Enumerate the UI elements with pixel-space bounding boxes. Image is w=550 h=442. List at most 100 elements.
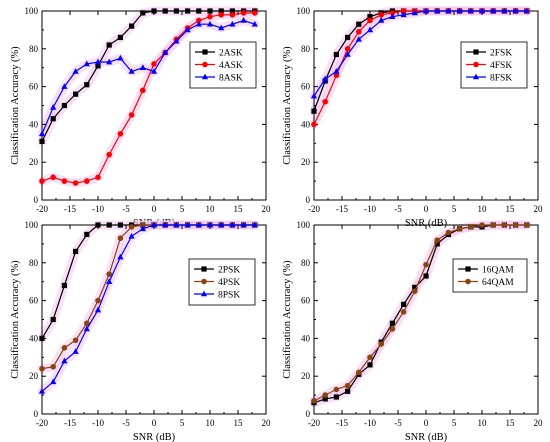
data-point	[389, 10, 396, 16]
x-tick-label: 0	[424, 204, 429, 214]
data-point	[400, 11, 407, 18]
data-point	[240, 221, 247, 228]
x-tick-label: 15	[234, 418, 244, 428]
data-point	[367, 354, 373, 361]
data-point	[84, 320, 90, 327]
data-point	[84, 178, 90, 184]
legend-marker	[200, 290, 208, 297]
data-point	[456, 7, 463, 14]
x-tick-label: -10	[364, 204, 376, 214]
data-point	[106, 58, 113, 65]
data-point	[333, 394, 339, 400]
data-point	[423, 273, 429, 279]
y-tick-label: 0	[306, 195, 311, 205]
data-point	[173, 8, 179, 14]
data-point	[106, 278, 113, 284]
data-point	[434, 7, 441, 14]
series-line	[41, 19, 255, 135]
data-point	[322, 396, 328, 402]
data-point	[322, 392, 329, 398]
legend: 2ASK 4ASK 8ASK	[189, 41, 257, 89]
y-axis-title: Classification Accuracy (%)	[10, 46, 21, 165]
data-point	[61, 178, 68, 184]
series-line	[41, 224, 255, 392]
legend-label: 8FSK	[490, 74, 512, 84]
data-point	[94, 306, 102, 313]
data-point	[139, 64, 146, 70]
y-tick-label: 60	[29, 296, 39, 306]
legend: 2FSK 4FSK 8FSK	[460, 41, 528, 89]
data-point	[356, 369, 362, 376]
x-tick-label: 20	[262, 204, 272, 214]
data-point	[50, 316, 56, 323]
y-tick-label: 80	[301, 258, 311, 268]
data-point	[524, 222, 530, 228]
data-point	[151, 61, 157, 67]
x-tick-label: 5	[452, 418, 457, 428]
series-16QAM	[311, 222, 530, 406]
data-point	[73, 91, 79, 97]
data-point	[38, 387, 46, 394]
data-point	[389, 326, 396, 332]
x-tick-label: 20	[534, 418, 544, 428]
data-point	[311, 121, 317, 128]
x-tick-label: -10	[92, 204, 104, 214]
series-halo-group	[37, 6, 260, 188]
x-axis-title: SNR (dB)	[133, 432, 176, 442]
data-point	[185, 8, 191, 14]
data-point	[490, 222, 497, 228]
data-point	[479, 222, 485, 228]
data-point	[83, 60, 90, 67]
data-point	[445, 229, 452, 236]
x-tick-label: -5	[122, 204, 130, 214]
data-point	[84, 82, 90, 88]
legend-label: 8ASK	[219, 74, 243, 84]
x-tick-label: 20	[534, 204, 544, 214]
y-axis-title: Classification Accuracy (%)	[282, 46, 293, 165]
data-point	[61, 357, 68, 364]
data-point	[411, 9, 418, 16]
data-point	[39, 178, 45, 184]
y-tick-label: 20	[29, 371, 39, 381]
x-tick-label: -15	[64, 204, 76, 214]
data-point	[196, 8, 202, 14]
x-tick-label: 0	[424, 418, 429, 428]
y-tick-label: 80	[301, 44, 311, 54]
data-point	[106, 222, 112, 228]
x-tick-label: 10	[478, 204, 488, 214]
data-point	[95, 174, 101, 181]
legend-label: 64QAM	[482, 278, 514, 288]
legend-marker	[465, 278, 471, 285]
x-tick-label: 5	[452, 204, 457, 214]
data-point	[206, 20, 214, 27]
data-point	[456, 225, 463, 232]
data-point	[196, 17, 202, 24]
y-tick-label: 80	[29, 44, 39, 54]
data-point	[229, 11, 236, 18]
data-point	[140, 10, 146, 16]
data-point	[106, 271, 112, 277]
data-point	[83, 325, 90, 332]
data-point	[117, 34, 123, 41]
legend-marker	[201, 278, 207, 285]
data-point	[367, 17, 373, 24]
data-point	[490, 7, 497, 14]
legend-label: 4PSK	[218, 278, 240, 288]
data-point	[218, 24, 225, 31]
data-point	[150, 221, 158, 228]
y-tick-label: 60	[301, 82, 311, 92]
legend-marker	[202, 61, 208, 68]
data-point	[128, 224, 135, 230]
series-8ASK	[38, 17, 258, 137]
x-tick-label: 5	[180, 204, 185, 214]
data-point	[195, 20, 202, 27]
data-point	[251, 20, 258, 27]
data-point	[207, 8, 213, 14]
x-tick-label: -20	[36, 418, 48, 428]
series-8PSK	[38, 221, 258, 394]
y-tick-label: 100	[25, 220, 39, 230]
data-point	[95, 63, 101, 69]
data-point	[39, 335, 45, 341]
